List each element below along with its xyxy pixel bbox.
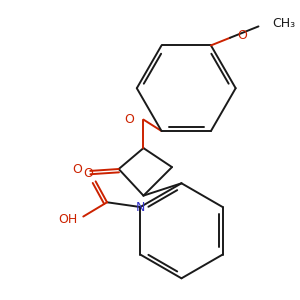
Text: O: O bbox=[238, 29, 248, 42]
Text: N: N bbox=[136, 200, 145, 214]
Text: CH₃: CH₃ bbox=[272, 17, 295, 30]
Text: OH: OH bbox=[58, 213, 78, 226]
Text: O: O bbox=[124, 113, 134, 126]
Text: O: O bbox=[83, 167, 93, 180]
Text: O: O bbox=[72, 163, 82, 176]
